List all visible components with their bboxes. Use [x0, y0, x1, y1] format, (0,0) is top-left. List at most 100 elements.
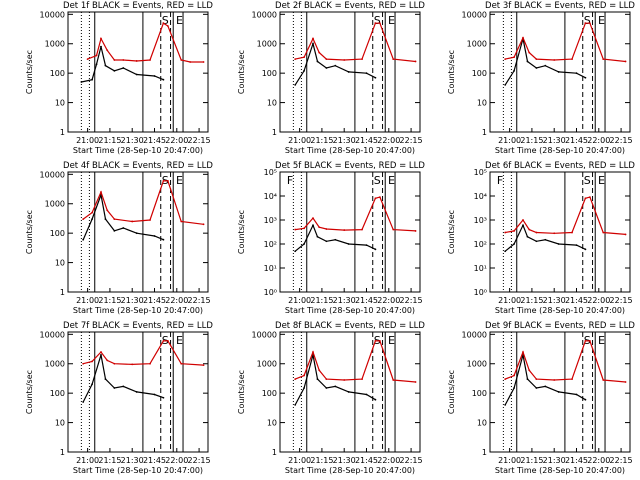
- panel-2: Det 2f BLACK = Events, RED = LLD 1 10 100 10…: [237, 1, 425, 155]
- data-point: [316, 378, 319, 381]
- data-point: [82, 401, 85, 403]
- data-point: [513, 56, 515, 59]
- data-point: [347, 391, 350, 393]
- y-tick-label: 10000: [462, 330, 487, 339]
- plot-frame: [67, 11, 209, 133]
- data-point: [135, 60, 138, 62]
- x-tick-label: 21:30: [333, 456, 356, 465]
- y-tick-label: 10¹: [474, 264, 487, 273]
- data-point: [544, 64, 547, 67]
- y-tick-label: 1: [482, 448, 487, 457]
- y-axis-label: Counts/sec: [447, 50, 456, 94]
- y-axis-label: Counts/sec: [237, 370, 246, 414]
- y-tick-label: 1000: [45, 200, 65, 209]
- data-point: [325, 58, 328, 61]
- y-axis-label: Counts/sec: [25, 370, 34, 414]
- data-point: [294, 403, 297, 406]
- x-tick-label: 21:30: [121, 456, 144, 465]
- x-axis-label: Start Time (28-Sep-10 20:47:00): [73, 146, 203, 155]
- y-tick-label: 10⁰: [264, 288, 277, 297]
- data-point: [575, 244, 578, 246]
- y-axis-label: Counts/sec: [237, 50, 246, 94]
- data-point: [504, 250, 507, 253]
- marker-label-E: E: [598, 174, 605, 187]
- x-tick-label: 22:15: [400, 296, 423, 305]
- data-point: [303, 227, 305, 230]
- data-point: [504, 378, 507, 381]
- x-tick-label: 21:15: [520, 296, 543, 305]
- x-tick-label: 21:15: [98, 456, 121, 465]
- data-point: [303, 387, 305, 389]
- data-point: [91, 383, 93, 386]
- data-point: [584, 76, 587, 79]
- data-point: [504, 231, 507, 234]
- panel-7: Det 7f BLACK = Events, RED = LLD 1 10 100 10…: [25, 321, 213, 475]
- data-point: [522, 219, 524, 221]
- chart-title: Det 2f BLACK = Events, RED = LLD: [275, 1, 425, 11]
- data-point: [100, 353, 102, 356]
- x-tick-label: 21:45: [355, 296, 378, 305]
- data-point: [343, 59, 346, 61]
- panel-1: Det 1f BLACK = Events, RED = LLD 1 10 100 10…: [25, 1, 213, 155]
- data-point: [343, 229, 346, 231]
- data-point: [82, 238, 85, 241]
- y-axis-label: Counts/sec: [447, 210, 456, 254]
- data-point: [513, 243, 515, 245]
- data-point: [149, 362, 151, 365]
- data-point: [522, 224, 524, 227]
- chart-title: Det 3f BLACK = Events, RED = LLD: [485, 1, 635, 11]
- data-point: [325, 378, 328, 381]
- data-point: [180, 59, 183, 61]
- x-tick-label: 21:30: [333, 296, 356, 305]
- data-point: [113, 59, 116, 61]
- data-point: [153, 393, 156, 396]
- plot-frame: [279, 171, 421, 293]
- marker-label-S: S: [584, 174, 591, 187]
- data-point: [149, 219, 151, 221]
- data-point: [535, 240, 538, 243]
- data-point: [513, 230, 515, 232]
- y-tick-label: 10⁵: [264, 168, 277, 177]
- x-tick-label: 22:15: [400, 456, 423, 465]
- x-tick-label: 22:15: [188, 456, 211, 465]
- data-point: [135, 73, 138, 76]
- x-tick-label: 21:00: [498, 296, 521, 305]
- y-tick-label: 1: [272, 448, 277, 457]
- data-point: [522, 351, 524, 353]
- y-tick-label: 100: [50, 69, 65, 78]
- marker-label-S: S: [374, 174, 381, 187]
- data-point: [392, 228, 395, 231]
- y-tick-label: 10000: [40, 10, 65, 19]
- x-tick-label: 21:45: [143, 136, 166, 145]
- marker-label-E: E: [598, 14, 605, 27]
- x-tick-label: 21:15: [520, 456, 543, 465]
- x-tick-label: 22:00: [377, 136, 400, 145]
- data-point: [571, 58, 573, 61]
- data-point: [80, 81, 83, 83]
- data-point: [294, 228, 297, 231]
- data-point: [318, 369, 321, 372]
- plot-frame: [489, 171, 631, 293]
- x-tick-label: 21:30: [543, 456, 566, 465]
- data-point: [557, 243, 560, 245]
- data-point: [318, 51, 321, 54]
- data-point: [325, 67, 328, 69]
- y-axis-label: Counts/sec: [447, 370, 456, 414]
- data-point: [122, 67, 125, 69]
- data-point: [374, 76, 377, 79]
- data-point: [162, 396, 165, 399]
- data-point: [91, 360, 93, 363]
- data-point: [100, 37, 102, 40]
- data-point: [95, 54, 98, 57]
- y-tick-label: 100: [50, 389, 65, 398]
- data-point: [343, 379, 346, 381]
- data-point: [180, 220, 183, 223]
- x-axis-label: Start Time (28-Sep-10 20:47:00): [495, 306, 625, 315]
- data-point: [294, 378, 297, 381]
- data-point: [374, 22, 377, 25]
- x-tick-label: 21:00: [498, 456, 521, 465]
- x-axis-label: Start Time (28-Sep-10 20:47:00): [285, 466, 415, 475]
- data-point: [535, 58, 538, 61]
- data-point: [86, 58, 89, 61]
- data-point: [571, 378, 573, 381]
